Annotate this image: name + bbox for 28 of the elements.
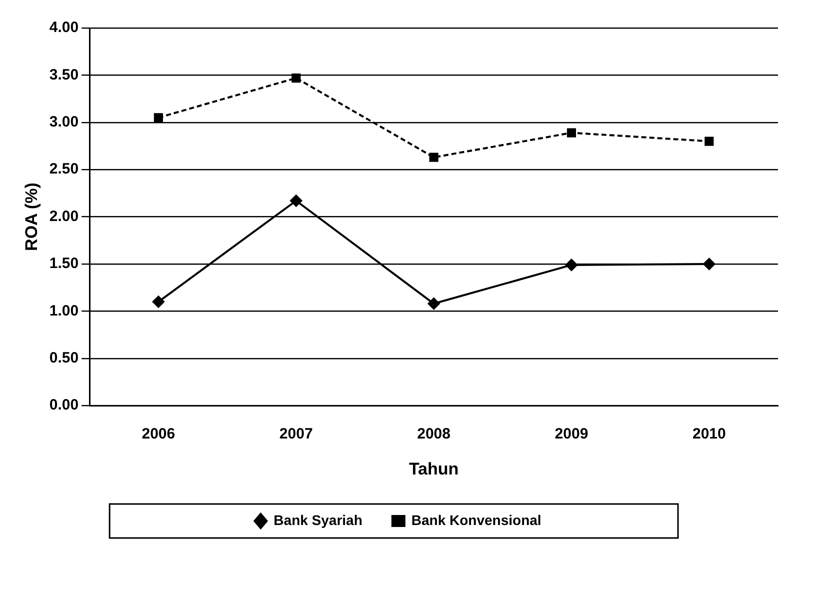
point xyxy=(428,298,440,310)
x-tick-label: 2010 xyxy=(692,426,726,443)
y-tick-label: 0.00 xyxy=(49,396,79,414)
point xyxy=(565,258,578,271)
x-axis-title: Tahun xyxy=(408,459,459,478)
point xyxy=(290,194,302,207)
y-tick-label: 2.50 xyxy=(49,160,79,178)
point xyxy=(154,113,163,122)
point xyxy=(566,128,576,138)
x-tick-label: 2007 xyxy=(279,426,313,443)
legend-label: Bank Konvensional xyxy=(411,512,542,528)
x-tick-label: 2008 xyxy=(417,426,450,443)
y-tick-label: 2.00 xyxy=(49,208,79,225)
point xyxy=(429,152,438,162)
y-tick-label: 0.50 xyxy=(49,350,79,367)
y-tick-label: 4.00 xyxy=(49,19,79,36)
x-tick-label: 2009 xyxy=(554,426,588,443)
point xyxy=(704,136,714,146)
point xyxy=(152,296,164,308)
y-tick-label: 1.00 xyxy=(49,302,79,320)
y-axis-title: ROA (%) xyxy=(22,182,41,251)
point xyxy=(703,258,716,270)
x-tick-label: 2006 xyxy=(142,426,176,443)
point xyxy=(292,73,301,83)
y-tick-label: 3.50 xyxy=(49,66,79,84)
legend-label: Bank Syariah xyxy=(274,512,362,528)
y-tick-label: 3.00 xyxy=(49,114,79,131)
y-tick-label: 1.50 xyxy=(49,255,79,272)
